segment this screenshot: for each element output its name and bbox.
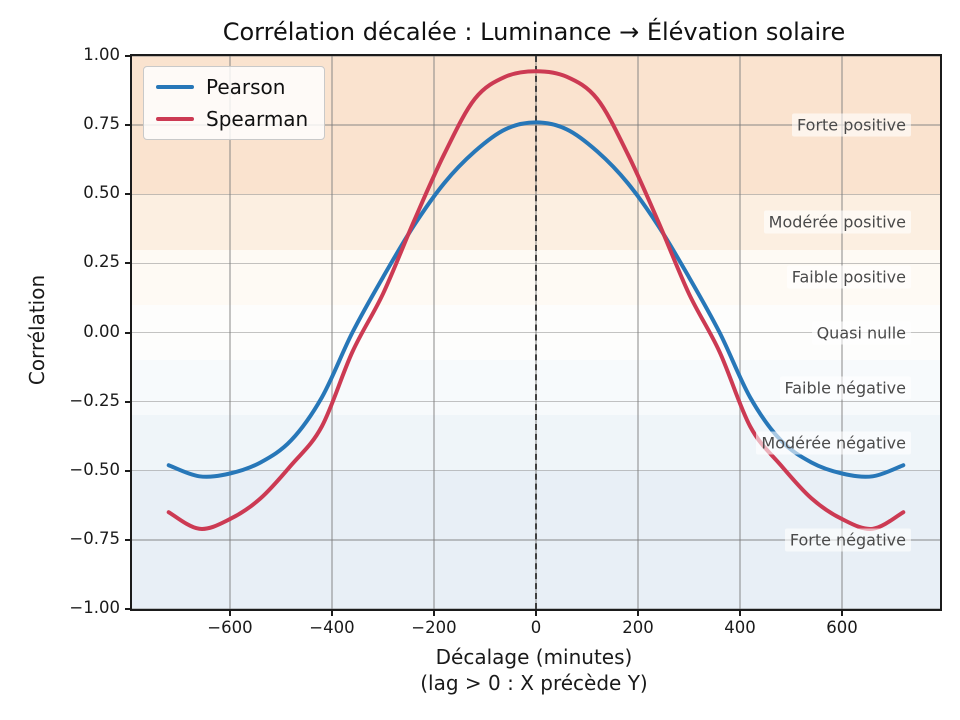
gridline bbox=[433, 56, 435, 609]
y-tick-mark bbox=[125, 538, 130, 541]
x-tick-mark bbox=[330, 611, 333, 616]
y-tick-mark bbox=[125, 400, 130, 403]
band-label: Quasi nulle bbox=[811, 321, 911, 344]
y-tick-label: −0.75 bbox=[69, 528, 120, 548]
x-tick-mark bbox=[637, 611, 640, 616]
gridline bbox=[229, 56, 231, 609]
x-tick-label: 0 bbox=[530, 618, 542, 637]
chart-title: Corrélation décalée : Luminance → Élévat… bbox=[222, 18, 846, 46]
y-tick-mark bbox=[125, 124, 130, 127]
band-label: Modérée négative bbox=[756, 431, 911, 455]
legend-item-spearman: Spearman bbox=[156, 107, 308, 131]
band-label: Faible positive bbox=[786, 265, 911, 289]
y-tick-mark bbox=[125, 55, 130, 57]
legend-label-spearman: Spearman bbox=[206, 107, 309, 131]
x-tick-label: 600 bbox=[826, 618, 858, 637]
band-label: Modérée positive bbox=[763, 210, 911, 234]
legend-label-pearson: Pearson bbox=[206, 75, 286, 99]
gridline bbox=[331, 56, 333, 609]
x-tick-label: −600 bbox=[207, 618, 253, 637]
x-tick-mark bbox=[432, 611, 435, 616]
x-tick-label: 200 bbox=[622, 618, 654, 637]
x-tick-label: −400 bbox=[309, 618, 355, 637]
x-tick-label: 400 bbox=[724, 618, 756, 637]
y-tick-mark bbox=[125, 193, 130, 196]
y-tick-label: 0.00 bbox=[83, 321, 120, 341]
x-tick-mark bbox=[228, 611, 231, 616]
pearson-curve bbox=[166, 120, 906, 479]
y-tick-label: 0.75 bbox=[83, 114, 120, 134]
spearman-line-swatch bbox=[156, 117, 194, 121]
y-tick-mark bbox=[125, 331, 130, 334]
band-label: Forte positive bbox=[792, 113, 911, 137]
x-axis-sublabel: (lag > 0 : X précède Y) bbox=[420, 671, 648, 695]
gridline bbox=[739, 56, 741, 609]
y-tick-mark bbox=[125, 469, 130, 472]
y-tick-mark bbox=[125, 608, 130, 610]
y-tick-label: −0.25 bbox=[69, 390, 120, 410]
y-tick-label: 1.00 bbox=[83, 45, 120, 64]
pearson-line-swatch bbox=[156, 85, 194, 89]
plot-area: Pearson Spearman Forte positive Modérée p… bbox=[130, 54, 942, 611]
x-tick-mark bbox=[841, 611, 844, 616]
y-tick-label: 0.25 bbox=[83, 252, 120, 272]
y-tick-label: −1.00 bbox=[69, 598, 120, 617]
x-tick-mark bbox=[535, 611, 537, 616]
legend-item-pearson: Pearson bbox=[156, 75, 308, 99]
x-axis-label: Décalage (minutes) bbox=[435, 645, 633, 669]
y-tick-label: −0.50 bbox=[69, 459, 120, 479]
y-tick-label: 0.50 bbox=[83, 183, 120, 203]
spearman-curve bbox=[166, 69, 906, 531]
y-tick-mark bbox=[125, 262, 130, 265]
legend: Pearson Spearman bbox=[143, 66, 326, 140]
band-label: Forte négative bbox=[784, 528, 911, 552]
gridline bbox=[637, 56, 639, 609]
x-tick-label: −200 bbox=[411, 618, 457, 637]
band-label: Faible négative bbox=[779, 376, 911, 400]
x-tick-mark bbox=[739, 611, 742, 616]
zero-lag-dashed-line bbox=[535, 56, 537, 609]
